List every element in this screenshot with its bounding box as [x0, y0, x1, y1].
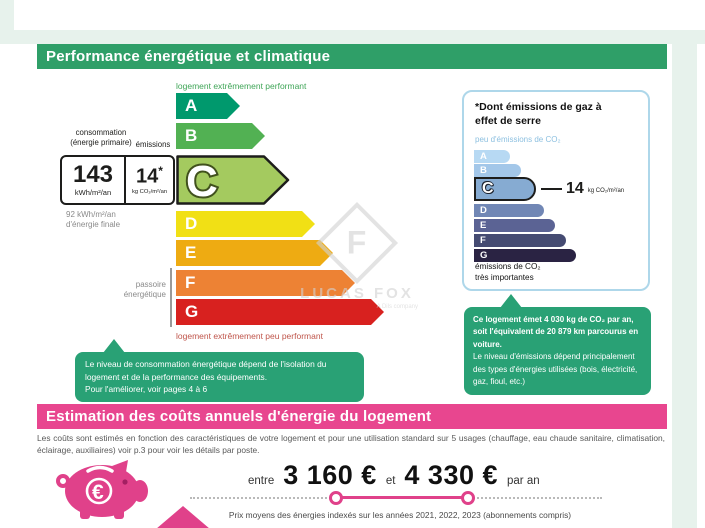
energy-class-arrow-g: G: [176, 299, 384, 325]
energy-value-box: 143 kWh/m²/an 14* kg CO₂/m²/an: [60, 155, 175, 205]
emission-number: 14: [136, 165, 159, 188]
energy-class-letter: B: [185, 126, 198, 145]
ghg-class-current-bar: C: [474, 177, 536, 201]
emissions-header: émissions: [135, 140, 171, 149]
page-divider-band: [0, 30, 705, 44]
ghg-value-number: 14: [566, 180, 584, 197]
svg-text:C: C: [186, 157, 218, 205]
ghg-class-bar-f: F: [474, 234, 566, 247]
between-label: entre: [248, 475, 275, 487]
cost-range-fill: [336, 496, 468, 499]
next-callout-pointer: [156, 506, 210, 528]
annual-cost-range: entre 3 160 € et 4 330 € par an: [248, 460, 540, 491]
energy-class-current-arrow: C: [176, 155, 290, 208]
energy-class-letter: G: [185, 302, 199, 321]
ghg-note-pointer: [500, 294, 522, 308]
ghg-class-letter: E: [480, 220, 487, 231]
primary-energy-value: 143: [72, 161, 114, 188]
page-margin-right: [672, 36, 697, 528]
ghg-emissions-panel: *Dont émissions de gaz à effet de serre …: [462, 90, 650, 291]
cost-section-header: Estimation des coûts annuels d'énergie d…: [37, 404, 667, 429]
final-energy-label: 92 kWh/m²/an d'énergie finale: [66, 210, 121, 230]
energy-class-arrow-b: B: [176, 123, 265, 149]
emission-value: 14*: [136, 165, 163, 187]
ghg-class-bar-a: A: [474, 150, 510, 163]
ghg-class-letter: C: [482, 180, 494, 197]
energy-section-header: Performance énergétique et climatique: [37, 44, 667, 69]
primary-energy-unit: kWh/m²/an: [74, 188, 112, 197]
scale-bottom-label: logement extrêmement peu performant: [176, 331, 323, 341]
min-cost-value: 3 160 €: [283, 460, 377, 490]
consumption-header: consommation (énergie primaire): [70, 128, 132, 147]
svg-text:€: €: [92, 481, 104, 504]
piggy-bank-icon: €: [56, 460, 148, 519]
energy-class-arrow-f: F: [176, 270, 355, 296]
passoire-label: passoire énergétique: [123, 280, 166, 300]
energy-note-callout: Le niveau de consommation énergétique dé…: [75, 352, 364, 402]
ghg-value-unit: kg CO₂/m²/an: [587, 188, 625, 194]
energy-class-letter: A: [185, 96, 198, 115]
ghg-note-rest: Le niveau d'émissions dépend principalem…: [473, 352, 638, 386]
energy-class-arrow-a: A: [176, 93, 240, 119]
ghg-pointer-line: [541, 188, 562, 190]
brand-watermark: F LUCAS FOX A Dils company: [292, 201, 422, 310]
energy-class-arrow-d: D: [176, 211, 315, 237]
brand-name: LUCAS FOX: [300, 285, 414, 302]
energy-class-letter: D: [185, 214, 198, 233]
emission-asterisk: *: [158, 164, 163, 179]
brand-subtitle: A Dils company: [376, 304, 418, 310]
ghg-class-bar-g: G: [474, 249, 576, 262]
and-label: et: [385, 475, 396, 487]
ghg-note-bold: Ce logement émet 4 030 kg de CO₂ par an,…: [473, 315, 639, 349]
ghg-low-label: peu d'émissions de CO₂: [475, 135, 561, 144]
max-cost-value: 4 330 €: [404, 460, 498, 490]
ghg-class-letter: D: [480, 205, 487, 216]
ghg-class-letter: A: [480, 151, 487, 162]
per-year-label: par an: [507, 475, 540, 487]
ghg-class-letter: B: [480, 165, 487, 176]
energy-note-pointer: [103, 339, 125, 353]
brand-monogram: F: [347, 224, 367, 261]
ghg-current-value: 14 kg CO₂/m²/an: [541, 177, 624, 201]
emission-cell: 14* kg CO₂/m²/an: [124, 157, 173, 203]
ghg-class-bar-e: E: [474, 219, 555, 232]
ghg-note-callout: Ce logement émet 4 030 kg de CO₂ par an,…: [464, 307, 651, 396]
cost-range-min-knob: [329, 491, 343, 505]
primary-energy-cell: 143 kWh/m²/an: [62, 157, 124, 203]
cost-range-max-knob: [461, 491, 475, 505]
scale-top-label: logement extrêmement performant: [176, 81, 307, 91]
energy-class-arrow-e: E: [176, 240, 333, 266]
energy-class-letter: E: [185, 243, 197, 262]
ghg-class-letter: F: [480, 235, 486, 246]
brand-logo-icon: F: [315, 201, 399, 285]
cost-description: Les coûts sont estimés en fonction des c…: [37, 433, 665, 455]
energy-class-letter: F: [185, 273, 196, 292]
ghg-high-label: émissions de CO₂ très importantes: [475, 262, 541, 282]
ghg-class-bar-d: D: [474, 204, 544, 217]
ghg-panel-title: *Dont émissions de gaz à effet de serre: [475, 101, 602, 127]
emission-unit: kg CO₂/m²/an: [131, 188, 168, 195]
ghg-class-bar-b: B: [474, 164, 521, 177]
ghg-class-letter: G: [480, 250, 488, 261]
page-margin-left: [0, 0, 14, 44]
price-index-note: Prix moyens des énergies indexés sur les…: [228, 510, 572, 520]
passoire-bracket-line: [170, 268, 172, 327]
